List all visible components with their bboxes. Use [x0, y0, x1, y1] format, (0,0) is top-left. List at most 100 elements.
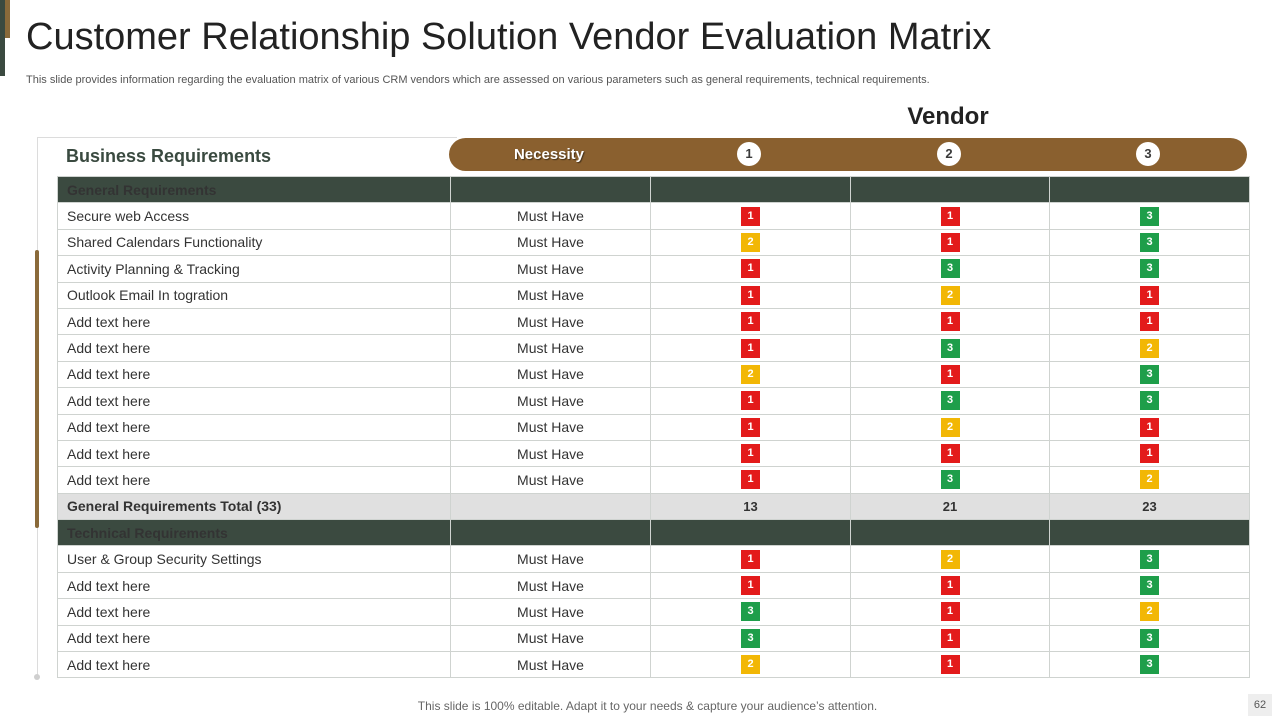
- score-badge: 3: [1140, 206, 1159, 226]
- group-header-cell: [850, 175, 1050, 204]
- vendor-1-score-cell: 1: [650, 571, 851, 600]
- group-header-cell: [850, 519, 1050, 547]
- score-badge: 1: [741, 576, 760, 596]
- score-badge: 3: [1140, 576, 1159, 596]
- score-badge: 1: [741, 206, 760, 226]
- title-accent-bar: [0, 0, 5, 76]
- total-label: General Requirements Total (33): [57, 492, 451, 521]
- vendor-heading: Vendor: [907, 103, 989, 130]
- vendor-2-score-cell: 1: [850, 228, 1050, 257]
- score-badge: 2: [940, 285, 960, 305]
- vendor-1-score-cell: 1: [650, 439, 851, 468]
- vendor-2-score-cell: 1: [850, 202, 1050, 230]
- vendor-3-score-cell: 1: [1049, 439, 1250, 468]
- score-badge: 3: [1140, 655, 1159, 675]
- side-accent-line: [35, 250, 39, 528]
- group-header-cell: [450, 519, 651, 547]
- necessity-cell: Must Have: [450, 651, 651, 679]
- requirement-cell: Outlook Email In togration: [57, 281, 451, 309]
- score-badge: 1: [741, 417, 760, 437]
- vendor-1-score-cell: 1: [650, 334, 851, 362]
- frame-line: [37, 137, 457, 138]
- total-row: General Requirements Total (33) 13 21 23: [57, 492, 1250, 521]
- necessity-cell: Must Have: [450, 255, 651, 283]
- necessity-cell: Must Have: [450, 334, 651, 362]
- footer-note: This slide is 100% editable. Adapt it to…: [417, 699, 878, 713]
- necessity-cell: Must Have: [450, 202, 651, 230]
- vendor-1-score-cell: 3: [650, 598, 851, 626]
- score-badge: 1: [940, 655, 960, 675]
- score-badge: 1: [940, 232, 960, 252]
- table-row: Outlook Email In togration Must Have 1 2 1: [57, 281, 1250, 309]
- score-badge: 1: [940, 312, 960, 332]
- table-row: Add text here Must Have 2 1 3: [57, 651, 1250, 679]
- vendor-1-total: 13: [650, 492, 851, 521]
- score-badge: 3: [1140, 364, 1159, 384]
- vendor-2-score-cell: 2: [850, 413, 1050, 441]
- necessity-cell: Must Have: [450, 624, 651, 653]
- vendor-3-score-cell: 3: [1049, 624, 1250, 653]
- table-row: Add text here Must Have 2 1 3: [57, 360, 1250, 389]
- score-badge: 1: [741, 444, 760, 464]
- group-header-cell: [1049, 175, 1250, 204]
- vendor-3-score-cell: 3: [1049, 255, 1250, 283]
- score-badge: 3: [1140, 391, 1159, 411]
- section-heading: Business Requirements: [66, 146, 272, 166]
- necessity-cell: Must Have: [450, 307, 651, 336]
- score-badge: 3: [1140, 628, 1159, 648]
- table-row: Add text here Must Have 1 2 1: [57, 413, 1250, 441]
- vendor-2-score-cell: 1: [850, 360, 1050, 389]
- vendor-3-score-cell: 2: [1049, 466, 1250, 494]
- vendor-1-score-cell: 1: [650, 255, 851, 283]
- title-accent-bar-tan: [5, 0, 10, 38]
- requirement-cell: Add text here: [57, 571, 451, 600]
- requirement-cell: Add text here: [57, 360, 451, 389]
- vendor-2-total: 21: [850, 492, 1050, 521]
- requirement-cell: Add text here: [57, 413, 451, 441]
- vendor-2-score-cell: 3: [850, 255, 1050, 283]
- score-badge: 1: [940, 444, 960, 464]
- table-row: Secure web Access Must Have 1 1 3: [57, 202, 1250, 230]
- group-header-cell: [450, 175, 651, 204]
- page-number: 62: [1248, 694, 1272, 716]
- table-row: Add text here Must Have 1 3 2: [57, 334, 1250, 362]
- vendor-2-score-cell: 1: [850, 439, 1050, 468]
- score-badge: 3: [741, 602, 760, 622]
- score-badge: 1: [741, 391, 760, 411]
- score-badge: 2: [940, 417, 960, 437]
- vendor-2-score-cell: 3: [850, 466, 1050, 494]
- necessity-label: Necessity: [513, 146, 585, 163]
- vendor-2-score-cell: 1: [850, 651, 1050, 679]
- group-title: Technical Requirements: [57, 519, 451, 547]
- table-row: Add text here Must Have 3 1 2: [57, 598, 1250, 626]
- vendor-3-score-cell: 3: [1049, 202, 1250, 230]
- matrix-body: General Requirements Secure web Access Mus…: [57, 175, 1250, 679]
- frame-dot: [34, 674, 40, 680]
- group-header-cell: [1049, 519, 1250, 547]
- vendor-2-badge: 2: [937, 142, 961, 166]
- score-badge: 3: [940, 391, 960, 411]
- score-badge: 3: [940, 259, 960, 279]
- vendor-2-score-cell: 2: [850, 281, 1050, 309]
- vendor-2-score-cell: 3: [850, 387, 1050, 415]
- vendor-3-score-cell: 2: [1049, 598, 1250, 626]
- vendor-1-badge: 1: [737, 142, 761, 166]
- table-row: Shared Calendars Functionality Must Have 2…: [57, 228, 1250, 257]
- necessity-cell: Must Have: [450, 360, 651, 389]
- score-badge: 1: [741, 259, 760, 279]
- score-badge: 2: [1140, 470, 1159, 490]
- vendor-3-score-cell: 1: [1049, 413, 1250, 441]
- score-badge: 2: [1140, 602, 1159, 622]
- necessity-cell: Must Have: [450, 439, 651, 468]
- necessity-cell: Must Have: [450, 598, 651, 626]
- necessity-cell: Must Have: [450, 466, 651, 494]
- score-badge: 2: [741, 655, 760, 675]
- requirement-cell: Activity Planning & Tracking: [57, 255, 451, 283]
- score-badge: 1: [940, 602, 960, 622]
- score-badge: 2: [741, 232, 760, 252]
- vendor-1-score-cell: 2: [650, 228, 851, 257]
- requirement-cell: Add text here: [57, 439, 451, 468]
- necessity-cell: Must Have: [450, 545, 651, 573]
- score-badge: 1: [1140, 312, 1159, 332]
- necessity-cell: Must Have: [450, 413, 651, 441]
